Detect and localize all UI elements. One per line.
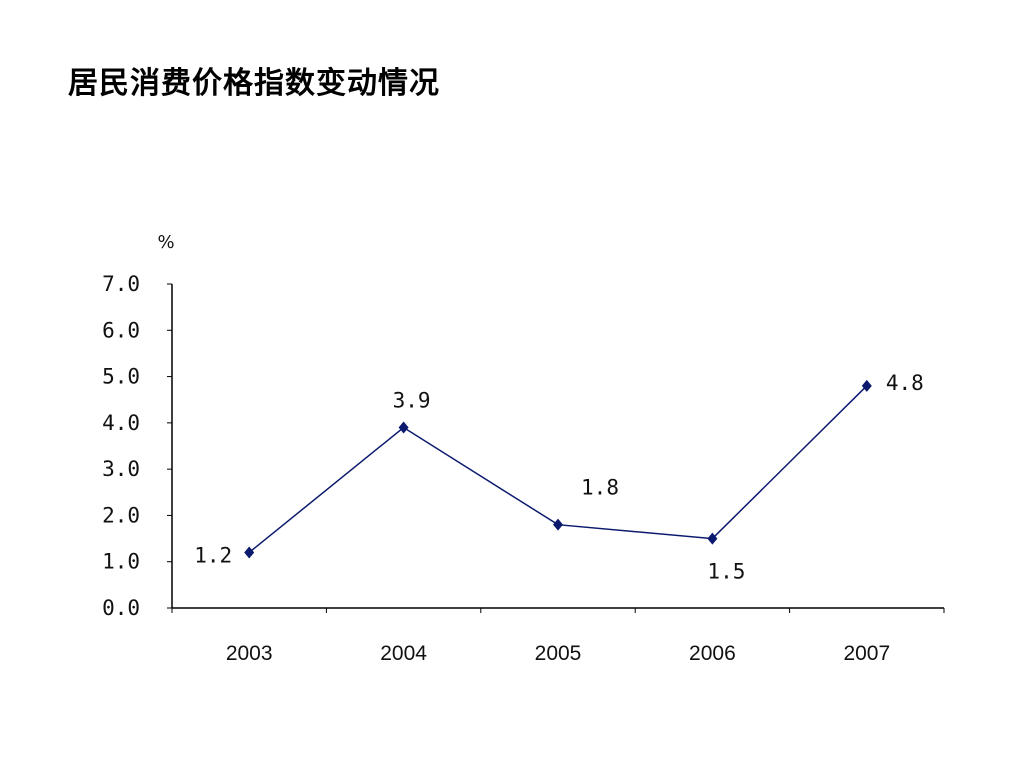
y-tick-label: 4.0 (102, 411, 140, 435)
x-tick-label: 2007 (843, 642, 890, 665)
x-tick-label: 2006 (689, 642, 736, 665)
data-label: 1.8 (581, 476, 619, 500)
data-point-marker (398, 421, 409, 434)
x-tick-label: 2005 (535, 642, 582, 665)
y-tick-label: 5.0 (102, 365, 140, 389)
data-label: 4.8 (886, 371, 924, 395)
data-label: 1.2 (194, 543, 232, 567)
data-point-marker (861, 379, 872, 392)
slide-title: 居民消费价格指数变动情况 (68, 66, 440, 101)
data-point-marker (707, 532, 718, 545)
y-tick-label: 2.0 (102, 503, 140, 527)
y-tick-label: 0.0 (102, 596, 140, 620)
y-axis: % 0.0 1.0 2.0 3.0 4.0 5.0 6.0 7.0 (102, 232, 174, 620)
plot-area: 1.2 3.9 1.8 1.5 4.8 (194, 371, 924, 584)
y-tick-label: 1.0 (102, 550, 140, 574)
y-unit-label: % (157, 232, 174, 253)
y-tick-label: 7.0 (102, 272, 140, 296)
data-label: 3.9 (393, 388, 431, 412)
data-point-marker (244, 546, 255, 559)
x-tick-label: 2003 (226, 642, 273, 665)
data-label: 1.5 (707, 560, 745, 584)
x-axis: 2003 2004 2005 2006 2007 (171, 607, 945, 665)
y-tick-label: 3.0 (102, 457, 140, 481)
x-tick-label: 2004 (380, 642, 427, 665)
y-tick-label: 6.0 (102, 318, 140, 342)
data-point-marker (553, 518, 563, 531)
